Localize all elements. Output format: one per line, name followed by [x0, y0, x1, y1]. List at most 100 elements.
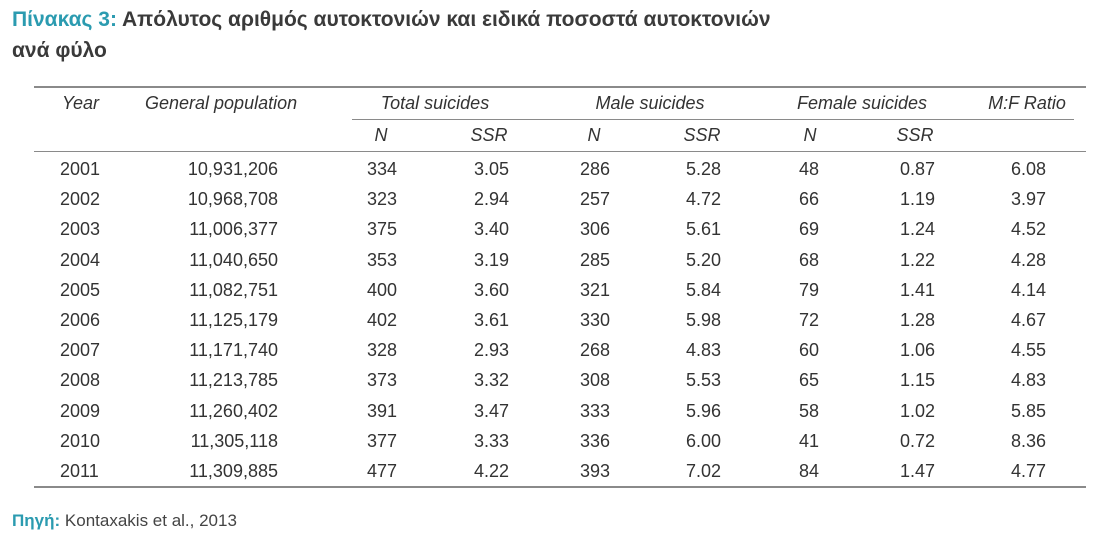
cell-total-ssr: 3.19 [473, 250, 509, 270]
cell-female-n: 65 [798, 370, 819, 390]
cell-total-n: 402 [366, 310, 397, 330]
cell-male-ssr: 5.53 [685, 370, 721, 390]
title-line-1: Απόλυτος αριθμός αυτοκτονιών και ειδικά … [122, 8, 771, 31]
cell-year: 2001 [60, 159, 101, 179]
subheader-total-n: N [374, 125, 388, 145]
table-header-rule [34, 151, 1086, 152]
subheader-female-ssr: SSR [896, 125, 934, 145]
header-male-suicides: Male suicides [595, 93, 705, 113]
cell-total-n: 391 [366, 401, 397, 421]
table-bottom-rule [34, 486, 1086, 488]
cell-female-ssr: 1.47 [899, 461, 935, 481]
cell-year: 2010 [60, 431, 101, 451]
cell-female-n: 79 [798, 280, 819, 300]
cell-male-ssr: 5.28 [685, 159, 721, 179]
cell-population: 11,006,377 [189, 219, 278, 239]
cell-male-n: 336 [579, 431, 610, 451]
cell-total-ssr: 4.22 [473, 461, 509, 481]
cell-female-n: 66 [798, 189, 819, 209]
header-population: General population [145, 93, 298, 113]
cell-total-ssr: 3.40 [473, 219, 509, 239]
table-number: Πίνακας 3: [12, 8, 117, 31]
cell-population: 11,171,740 [189, 340, 278, 360]
cell-mf-ratio: 4.77 [1010, 461, 1046, 481]
cell-female-ssr: 1.28 [899, 310, 935, 330]
cell-total-n: 477 [366, 461, 397, 481]
header-total-suicides: Total suicides [380, 93, 490, 113]
cell-population: 11,082,751 [189, 280, 278, 300]
cell-total-ssr: 2.93 [473, 340, 509, 360]
subheader-male-ssr: SSR [683, 125, 721, 145]
subheader-male-n: N [587, 125, 601, 145]
cell-population: 10,968,708 [187, 189, 278, 209]
cell-male-n: 306 [579, 219, 610, 239]
cell-male-ssr: 4.83 [685, 340, 721, 360]
cell-mf-ratio: 5.85 [1010, 401, 1046, 421]
cell-year: 2009 [60, 401, 101, 421]
cell-female-ssr: 1.06 [899, 340, 935, 360]
cell-mf-ratio: 4.83 [1010, 370, 1046, 390]
cell-female-ssr: 1.41 [899, 280, 935, 300]
cell-female-ssr: 0.72 [899, 431, 935, 451]
cell-female-n: 60 [798, 340, 819, 360]
subheader-rule [352, 119, 1074, 120]
cell-year: 2003 [60, 219, 101, 239]
cell-total-ssr: 3.05 [473, 159, 509, 179]
cell-male-ssr: 5.84 [685, 280, 721, 300]
table-top-rule [34, 86, 1086, 88]
cell-male-n: 393 [579, 461, 610, 481]
cell-male-ssr: 4.72 [685, 189, 721, 209]
cell-female-n: 72 [798, 310, 819, 330]
cell-population: 11,309,885 [189, 461, 278, 481]
cell-female-ssr: 1.19 [899, 189, 935, 209]
cell-year: 2002 [60, 189, 101, 209]
cell-female-ssr: 1.24 [899, 219, 935, 239]
cell-mf-ratio: 4.67 [1010, 310, 1046, 330]
cell-total-ssr: 3.32 [473, 370, 509, 390]
cell-year: 2007 [60, 340, 101, 360]
cell-female-ssr: 1.02 [899, 401, 935, 421]
cell-total-n: 334 [366, 159, 397, 179]
cell-total-n: 353 [366, 250, 397, 270]
header-year: Year [62, 93, 100, 113]
cell-female-ssr: 1.15 [899, 370, 935, 390]
cell-female-ssr: 1.22 [899, 250, 935, 270]
cell-total-n: 400 [366, 280, 397, 300]
cell-total-ssr: 3.60 [473, 280, 509, 300]
cell-total-n: 328 [366, 340, 397, 360]
cell-population: 11,040,650 [189, 250, 278, 270]
subheader-female-n: N [803, 125, 817, 145]
cell-male-n: 308 [579, 370, 610, 390]
cell-population: 11,260,402 [189, 401, 278, 421]
table-title: Πίνακας 3: Απόλυτος αριθμός αυτοκτονιών … [12, 4, 1012, 66]
cell-male-n: 286 [579, 159, 610, 179]
cell-male-ssr: 7.02 [685, 461, 721, 481]
header-female-suicides: Female suicides [796, 93, 928, 113]
cell-female-n: 68 [798, 250, 819, 270]
cell-total-ssr: 3.61 [473, 310, 509, 330]
cell-year: 2005 [60, 280, 101, 300]
cell-mf-ratio: 6.08 [1010, 159, 1046, 179]
cell-total-n: 373 [366, 370, 397, 390]
cell-male-n: 330 [579, 310, 610, 330]
cell-female-n: 84 [798, 461, 819, 481]
cell-total-ssr: 3.33 [473, 431, 509, 451]
cell-year: 2008 [60, 370, 101, 390]
subheader-total-ssr: SSR [470, 125, 508, 145]
cell-total-n: 377 [366, 431, 397, 451]
title-line-2: ανά φύλο [12, 39, 107, 62]
cell-female-n: 58 [798, 401, 819, 421]
cell-female-ssr: 0.87 [899, 159, 935, 179]
cell-female-n: 41 [798, 431, 819, 451]
cell-male-n: 333 [579, 401, 610, 421]
cell-female-n: 69 [798, 219, 819, 239]
source-label: Πηγή: [12, 511, 61, 530]
cell-mf-ratio: 3.97 [1010, 189, 1046, 209]
cell-population: 11,125,179 [189, 310, 278, 330]
cell-year: 2006 [60, 310, 101, 330]
cell-female-n: 48 [798, 159, 819, 179]
cell-male-n: 257 [579, 189, 610, 209]
cell-year: 2011 [60, 461, 99, 481]
cell-mf-ratio: 4.28 [1010, 250, 1046, 270]
cell-male-ssr: 5.96 [685, 401, 721, 421]
